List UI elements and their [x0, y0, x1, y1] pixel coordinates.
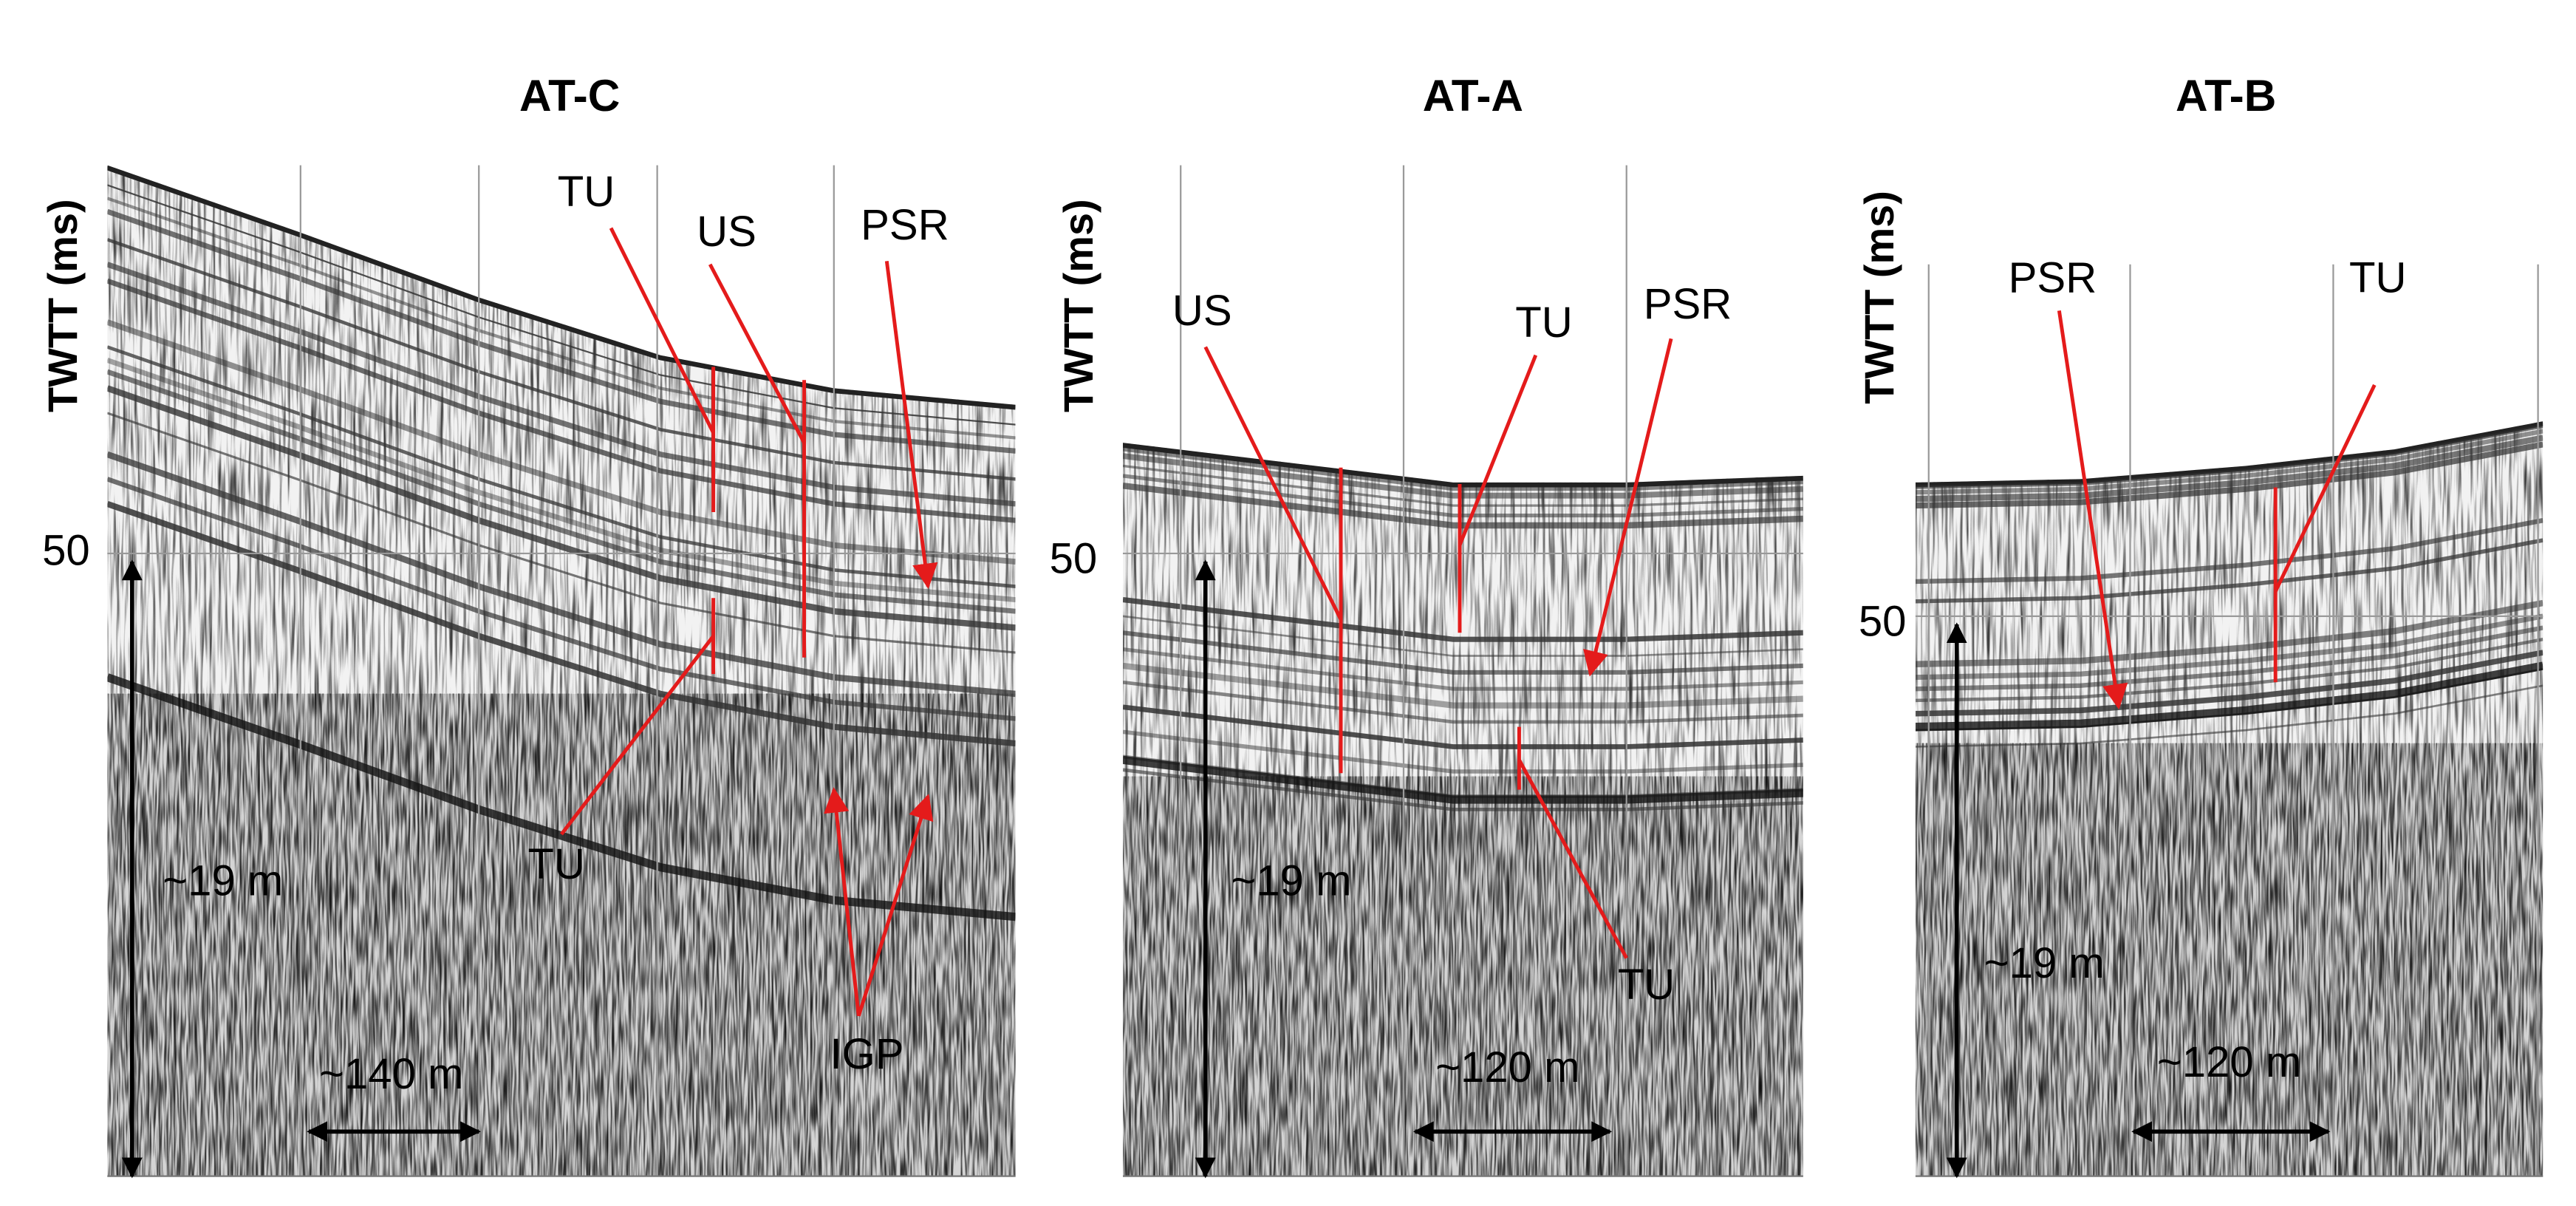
depth-scale: ~19 m: [1984, 939, 2105, 987]
leader-line: [2057, 310, 2128, 710]
reflector: [1915, 538, 2543, 604]
y-axis-label: TWTT (ms): [1055, 199, 1101, 412]
reflector: [1122, 615, 1803, 657]
profile-panel: AT-A TWTT (ms) 50 ~19 m ~120 m US TU PSR TU: [1050, 70, 1803, 1179]
reflector: [107, 477, 1016, 721]
reflector: [107, 319, 1016, 565]
reflector: [107, 345, 1016, 588]
reflector: [1915, 599, 2543, 667]
y-tick-label: 50: [1050, 534, 1098, 582]
reflector: [1122, 453, 1803, 499]
reflector: [1122, 755, 1803, 804]
leader-line: [1458, 354, 1538, 546]
depth-scale: ~19 m: [1231, 856, 1351, 904]
reflector: [1915, 518, 2543, 585]
reflector: [1915, 424, 2543, 489]
leader-line: [708, 263, 806, 444]
reflector: [1915, 429, 2543, 495]
reflector: [1122, 474, 1803, 518]
y-tick-label: 50: [42, 526, 90, 574]
reflector: [1122, 680, 1803, 724]
leader-line: [2273, 384, 2377, 593]
y-axis-label: TWTT (ms): [39, 199, 86, 412]
reflector: [107, 238, 1016, 481]
reflector: [1122, 729, 1803, 774]
reflector: [1122, 630, 1803, 675]
reflector: [1915, 684, 2543, 748]
annotation: PSR: [861, 201, 949, 249]
reflector: [107, 358, 1016, 602]
annotation: PSR: [1644, 280, 1732, 328]
annotation: TU: [1515, 299, 1572, 347]
profile-panel: AT-B TWTT (ms) 50 ~19 m ~120 m PSR TU: [1856, 70, 2543, 1179]
depth-scale: ~19 m: [163, 856, 283, 904]
reflector: [107, 412, 1016, 654]
annotation: TU: [558, 168, 615, 216]
reflector: [107, 208, 1016, 454]
reflector: [1122, 447, 1803, 491]
annotation: IGP: [830, 1030, 903, 1078]
reflector: [1122, 662, 1803, 709]
section-noise: [107, 693, 1016, 1176]
reflector: [107, 500, 1016, 747]
section-noise: [1915, 743, 2543, 1176]
reflector: [1122, 647, 1803, 691]
reflector: [1915, 613, 2543, 681]
reflector: [107, 262, 1016, 507]
reflector: [1122, 596, 1803, 642]
reflector: [107, 385, 1016, 631]
reflector: [1915, 637, 2543, 703]
seismic-section: [1915, 421, 2543, 1176]
distance-scale: ~120 m: [2157, 1038, 2301, 1086]
reflector: [1915, 650, 2543, 717]
reflector: [1915, 435, 2543, 502]
leader-line: [609, 227, 715, 434]
leader-line: [884, 260, 938, 590]
panel-title: AT-A: [1423, 70, 1523, 120]
distance-scale: ~140 m: [319, 1050, 463, 1098]
annotation: TU: [528, 840, 585, 888]
reflector: [107, 673, 1016, 921]
reflector: [1122, 768, 1803, 811]
seafloor: [107, 165, 1016, 410]
seafloor: [1915, 421, 2543, 488]
section-noise: [1122, 776, 1803, 1176]
annotation: TU: [2349, 253, 2406, 302]
leader-line: [824, 787, 861, 1017]
reflector: [107, 184, 1016, 426]
leader-line: [1583, 338, 1673, 677]
reflector: [1915, 441, 2543, 509]
distance-scale: ~120 m: [1435, 1043, 1579, 1091]
leader-line: [1517, 759, 1628, 959]
annotation: US: [697, 208, 756, 256]
annotation: US: [1172, 287, 1232, 335]
reflector: [107, 197, 1016, 440]
reflector: [1122, 464, 1803, 507]
reflector: [107, 369, 1016, 614]
reflector: [1122, 483, 1803, 529]
reflector: [107, 278, 1016, 523]
seafloor: [1122, 443, 1803, 488]
panel-title: AT-B: [2176, 70, 2276, 120]
annotation: TU: [1618, 961, 1675, 1009]
y-axis-label: TWTT (ms): [1856, 191, 1902, 404]
panel-title: AT-C: [519, 70, 620, 120]
annotation: PSR: [2009, 253, 2097, 302]
reflector: [1915, 625, 2543, 692]
leader-line: [560, 635, 715, 836]
leader-line: [856, 794, 934, 1017]
seismic-section: [107, 165, 1016, 1176]
leader-line: [1203, 346, 1343, 621]
reflector: [1122, 704, 1803, 749]
profile-panel: AT-C TWTT (ms) 50 ~19 m ~140 m TU US PSR TU IGP: [39, 70, 1016, 1179]
seismic-section: [1122, 443, 1803, 1176]
reflector: [1915, 661, 2543, 732]
y-tick-label: 50: [1859, 597, 1907, 645]
reflector: [107, 451, 1016, 698]
